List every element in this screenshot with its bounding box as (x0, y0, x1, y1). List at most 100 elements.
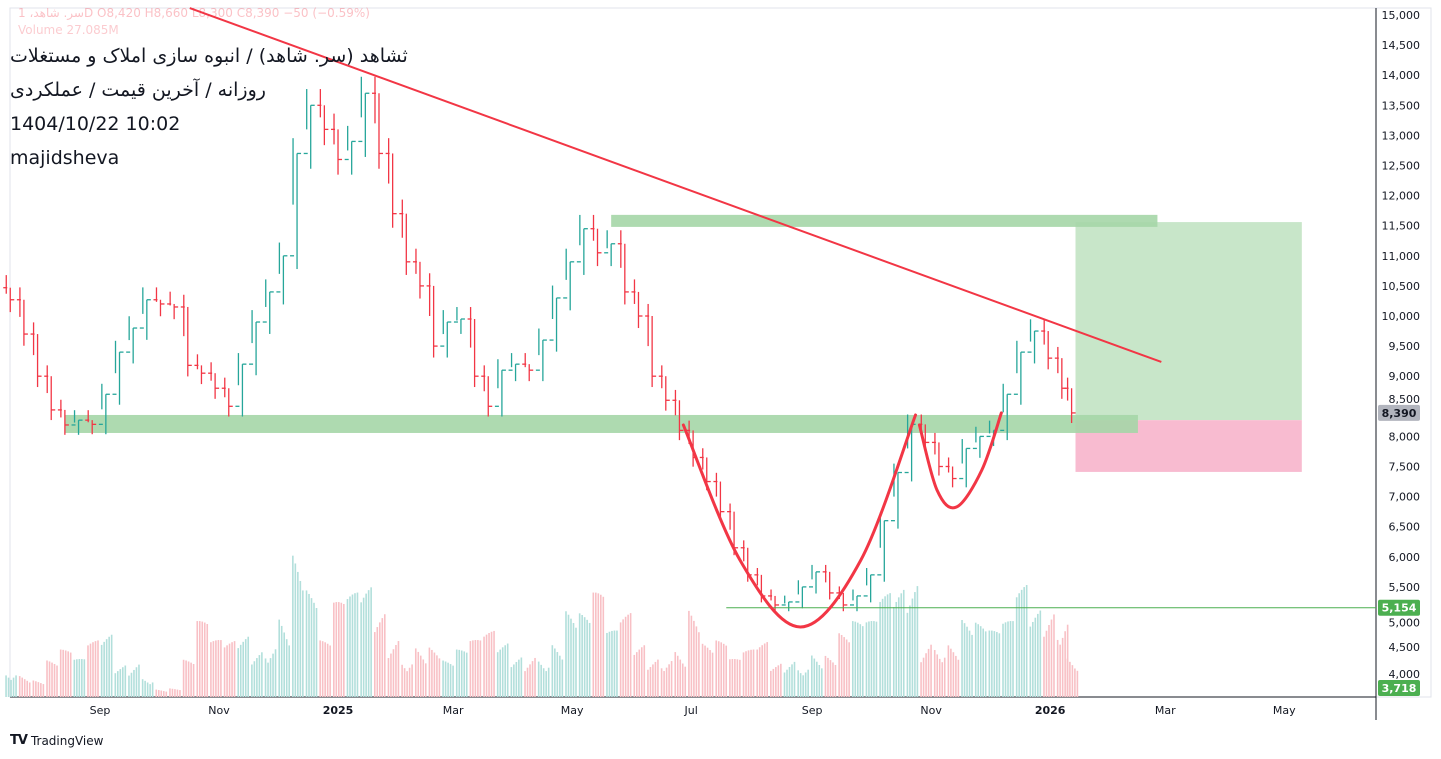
volume-bar (397, 641, 400, 697)
price-bar (822, 564, 834, 600)
volume-bar (595, 592, 597, 697)
y-tick-label: 13,500 (1382, 99, 1421, 112)
price-bar (972, 426, 984, 458)
volume-bar (103, 641, 105, 697)
volume-bar (324, 642, 326, 697)
volume-bar (185, 660, 187, 697)
volume-bar (110, 634, 113, 697)
volume-bar (556, 652, 559, 697)
volume-bar (23, 679, 26, 697)
volume-bar (770, 670, 772, 697)
volume-bar (53, 663, 56, 697)
volume-bar (187, 661, 190, 697)
volume-bar (506, 643, 509, 697)
price-bar (290, 138, 302, 270)
price-bar (658, 365, 670, 411)
volume-bar (565, 611, 567, 697)
volume-bar (46, 660, 48, 697)
price-bar (303, 89, 315, 169)
volume-bar (775, 667, 777, 697)
price-bar (262, 279, 274, 334)
y-tick-label: 6,500 (1389, 521, 1421, 534)
volume-bar (681, 663, 684, 697)
volume-bar (408, 667, 411, 697)
volume-bar (256, 658, 258, 697)
volume-bar (201, 621, 204, 697)
volume-bar (138, 664, 140, 697)
volume-bar (766, 642, 768, 697)
volume-bar (124, 665, 127, 697)
volume-bar (848, 642, 850, 697)
price-bar (1013, 340, 1025, 405)
volume-bar (119, 669, 122, 697)
tradingview-branding[interactable]: TV TradingView (10, 733, 103, 748)
volume-bar (203, 622, 206, 697)
volume-bar (64, 650, 67, 697)
price-bar (71, 410, 83, 435)
volume-bar (1007, 621, 1009, 697)
volume-bar (1076, 670, 1079, 697)
ohlc-readout: سر. شاهد، 1D O8,420 H8,660 L8,300 C8,390… (18, 6, 370, 20)
volume-bar (151, 682, 154, 697)
volume-bar (395, 645, 397, 697)
price-bar (494, 359, 506, 417)
volume-bar (861, 626, 864, 697)
volume-bar (881, 598, 884, 697)
volume-bar (834, 664, 837, 697)
volume-bar (479, 640, 482, 697)
volume-bar (1034, 617, 1037, 697)
volume-bar (1050, 619, 1053, 697)
volume-bar (329, 645, 331, 697)
price-bar (467, 307, 479, 388)
volume-bar (10, 679, 12, 697)
x-tick-label: 2025 (323, 704, 354, 717)
volume-bar (879, 601, 881, 697)
volume-bar (845, 639, 848, 697)
volume-bar (788, 666, 791, 697)
volume-bar (5, 675, 7, 697)
volume-bar (212, 641, 215, 697)
price-bar (344, 125, 356, 175)
volume-bar (1071, 665, 1074, 697)
volume-bar (233, 641, 236, 697)
volume-bar (1002, 623, 1004, 697)
price-bar (508, 353, 520, 382)
volume-bar (237, 648, 240, 697)
volume-bar (875, 621, 878, 697)
volume-readout: Volume 27.085M (18, 23, 119, 37)
volume-bar (943, 657, 946, 697)
volume-bar (302, 590, 304, 697)
volume-bar (936, 654, 939, 697)
volume-bar (21, 677, 24, 697)
volume-bar (165, 691, 168, 697)
y-tick-label: 5,500 (1389, 581, 1421, 594)
volume-bar (736, 659, 739, 697)
volume-bar (982, 628, 985, 697)
volume-bar (777, 665, 780, 697)
volume-bar (433, 652, 436, 697)
price-bar (153, 287, 165, 317)
volume-bar (401, 664, 403, 697)
y-tick-label: 14,500 (1382, 39, 1421, 52)
volume-bar (676, 655, 679, 697)
chart-subtitle: روزانه / آخرین قیمت / عملکردی (10, 79, 266, 101)
volume-bar (606, 632, 608, 697)
price-bar (331, 113, 343, 175)
volume-bar (892, 607, 895, 697)
x-tick-label: Nov (920, 704, 942, 717)
volume-bar (493, 630, 495, 697)
volume-bar (622, 619, 624, 697)
volume-bar (840, 634, 843, 697)
volume-bar (531, 661, 534, 697)
volume-bar (285, 639, 288, 697)
price-bar (126, 316, 138, 364)
volume-bar (851, 621, 854, 697)
volume-bar (264, 658, 267, 697)
volume-bar (18, 676, 21, 697)
volume-bar (688, 610, 690, 697)
volume-bar (1056, 639, 1059, 697)
last-price-label: 8,390 (1378, 404, 1420, 421)
volume-bar (387, 658, 390, 697)
volume-bar (668, 664, 670, 697)
